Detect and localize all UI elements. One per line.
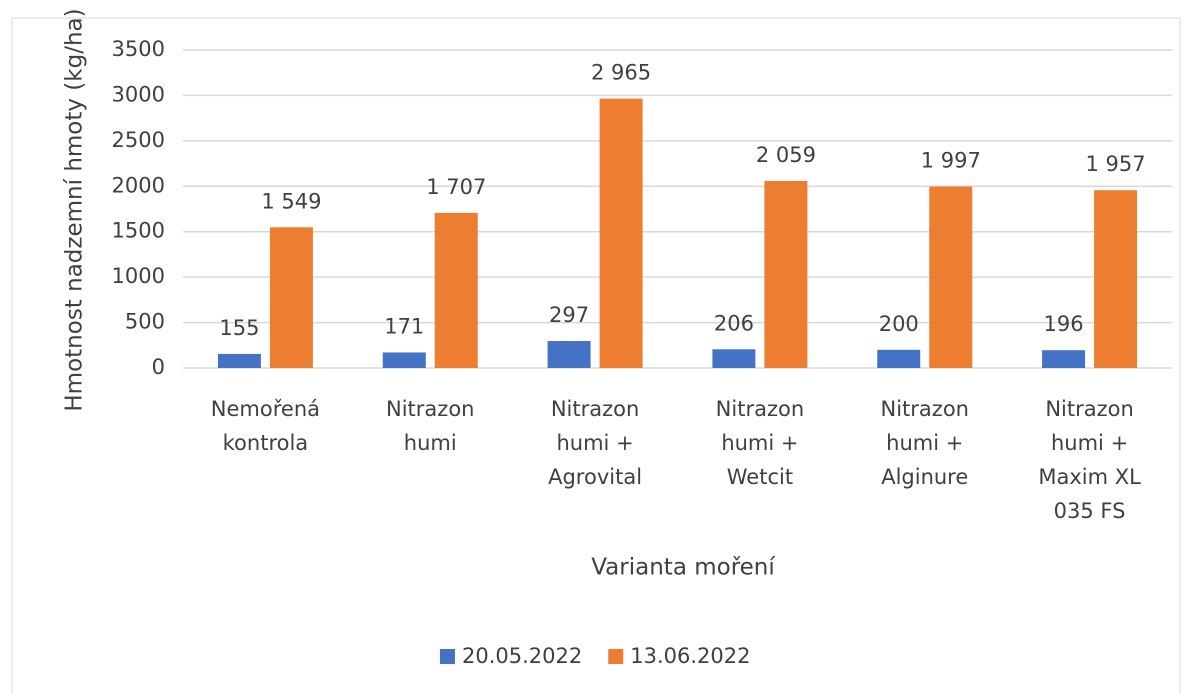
y-tick-label: 2000 [112, 173, 165, 197]
bar [547, 341, 591, 368]
bar [217, 353, 261, 368]
bar [929, 186, 973, 368]
bar [712, 349, 756, 368]
chart-frame [11, 17, 1181, 698]
value-label: 2 059 [756, 143, 816, 167]
bar [764, 180, 808, 368]
x-tick-label: Nitrazon humi + Maxim XL 035 FS [1038, 397, 1141, 523]
x-axis-title: Varianta moření [591, 555, 775, 581]
bar [382, 352, 426, 368]
value-label: 155 [219, 316, 259, 340]
y-axis-title: Hmotnost nadzemní hmoty (kg/ha) [62, 8, 88, 411]
value-label: 200 [879, 312, 919, 336]
x-tick-label: Nitrazon humi + Alginure [881, 397, 969, 489]
bar [877, 349, 921, 368]
y-tick-label: 1500 [112, 219, 165, 243]
legend-label: 13.06.2022 [630, 644, 750, 668]
bar [1094, 190, 1138, 368]
x-tick-label: Nitrazon humi + Wetcit [716, 397, 804, 489]
x-tick-label: Nitrazon humi + Agrovital [548, 397, 642, 489]
value-label: 206 [714, 311, 754, 335]
y-tick-label: 3000 [112, 82, 165, 106]
value-label: 196 [1044, 312, 1084, 336]
legend-swatch [608, 649, 624, 664]
value-label: 1 997 [921, 149, 981, 173]
y-tick-label: 0 [152, 355, 165, 379]
y-tick-label: 2500 [112, 128, 165, 152]
bar [599, 98, 643, 368]
value-label: 1 957 [1086, 152, 1146, 176]
bar [269, 227, 313, 368]
bar [434, 212, 478, 368]
y-tick-label: 500 [125, 310, 165, 334]
value-label: 1 707 [426, 175, 486, 199]
value-label: 2 965 [591, 61, 651, 85]
x-tick-label: Nitrazon humi [386, 397, 474, 455]
x-tick-label: Nemořená kontrola [211, 397, 320, 455]
y-tick-label: 3500 [112, 37, 165, 61]
value-label: 297 [549, 303, 589, 327]
y-tick-label: 1000 [112, 264, 165, 288]
legend-swatch [440, 649, 455, 664]
legend-label: 20.05.2022 [462, 644, 582, 668]
value-label: 1 549 [261, 189, 321, 213]
bar [1042, 350, 1086, 368]
value-label: 171 [384, 314, 424, 338]
